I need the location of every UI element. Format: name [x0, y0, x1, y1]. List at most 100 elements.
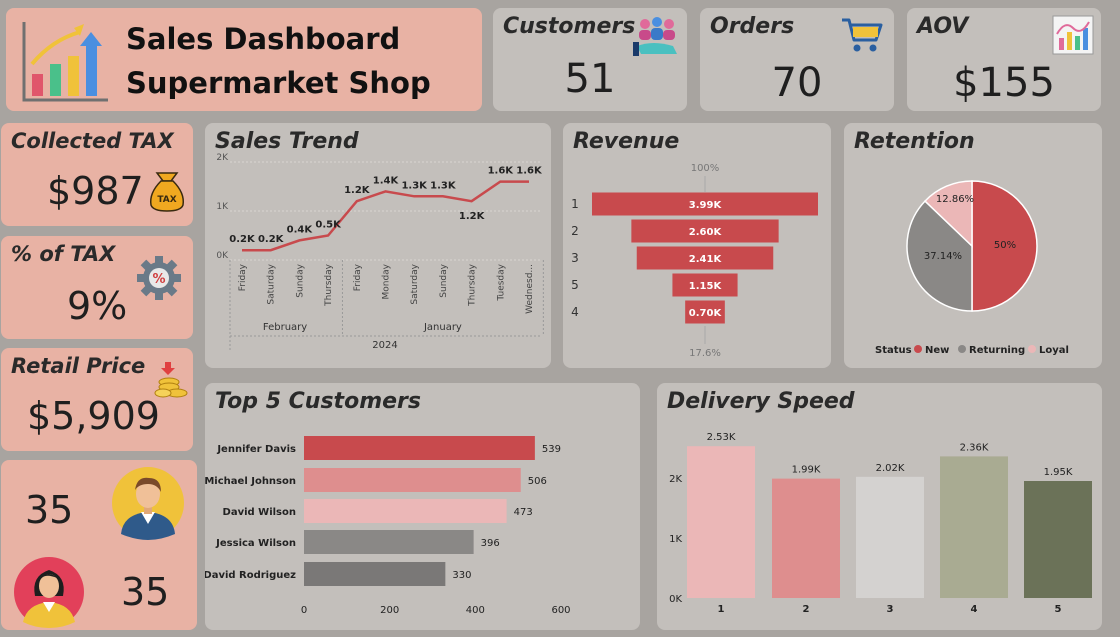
trend-x-tick: Tuesday	[496, 263, 506, 301]
trend-data-label: 0.4K	[287, 224, 314, 235]
delivery-bar	[856, 476, 924, 598]
orders-value: 70	[771, 60, 823, 106]
retail-price-card: Retail Price $5,909	[1, 348, 193, 451]
funnel-category-label: 4	[571, 305, 579, 319]
header-card: Sales Dashboard Supermarket Shop	[6, 8, 482, 111]
delivery-bar	[687, 446, 755, 598]
trend-data-label: 1.2K	[344, 185, 371, 196]
trend-y-tick: 0K	[216, 251, 229, 261]
pie-slice	[971, 180, 1038, 312]
customer-bar	[304, 499, 507, 523]
collected-tax-label: Collected TAX	[11, 129, 174, 153]
trend-data-label: 0.2K	[258, 234, 285, 245]
delivery-speed-title: Delivery Speed	[667, 389, 855, 414]
customer-bar	[304, 436, 535, 460]
trend-data-label: 0.2K	[229, 234, 256, 245]
funnel-bar	[672, 273, 738, 297]
trend-x-tick: Thursday	[324, 263, 334, 307]
pie-legend-title: Status	[875, 345, 912, 356]
trend-y-tick: 2K	[216, 153, 229, 163]
customers-card: Customers 51	[493, 8, 687, 111]
delivery-x-tick: 4	[971, 604, 978, 615]
trend-x-super-label: 2024	[372, 340, 397, 351]
trend-series-line	[242, 180, 529, 252]
coins-icon	[154, 362, 188, 398]
retention-pie-chart: 50% 37.14% 12.86% Status New Returning Loyal	[875, 180, 1069, 356]
trend-data-label: 1.6K	[488, 166, 515, 177]
retention-card: Retention 50% 37.14% 12.86% Status New Return…	[844, 123, 1102, 368]
analytics-chart-icon	[1052, 15, 1094, 55]
funnel-data-label: 3.99K	[689, 200, 723, 211]
aov-card: AOV $155	[907, 8, 1101, 111]
pie-data-label: 50%	[994, 240, 1016, 251]
delivery-x-tick: 5	[1055, 604, 1062, 615]
customer-value-label: 330	[452, 570, 471, 581]
customer-x-tick: 600	[551, 605, 570, 616]
male-count: 35	[25, 488, 74, 532]
trend-x-tick: Saturday	[410, 263, 420, 304]
funnel-data-label: 2.60K	[689, 227, 723, 238]
pie-legend-label: New	[925, 345, 949, 356]
retail-price-label: Retail Price	[11, 354, 146, 378]
customer-value-label: 473	[514, 507, 533, 518]
funnel-category-label: 5	[571, 278, 579, 292]
tax-bag-icon: TAX	[149, 172, 185, 212]
customer-bar	[304, 562, 446, 586]
revenue-card: Revenue 100% 3.99K 1 2.60K 2 2.41K 3 1.15K 5 0.70…	[563, 123, 831, 368]
trend-x-tick: Wednesd...	[525, 264, 535, 314]
bar-chart-logo-icon	[22, 22, 108, 102]
tax-icon-text: TAX	[157, 195, 176, 205]
aov-value: $155	[953, 60, 1055, 106]
trend-data-label: 1.6K	[516, 166, 543, 177]
customer-value-label: 539	[542, 444, 561, 455]
delivery-data-label: 2.36K	[960, 442, 989, 453]
funnel-category-label: 1	[571, 197, 579, 211]
customer-x-tick: 400	[466, 605, 485, 616]
top-customers-card: Top 5 Customers 539 Jennifer Davis 506 Mich…	[205, 383, 640, 630]
orders-card: Orders 70	[700, 8, 894, 111]
revenue-funnel-chart: 100% 3.99K 1 2.60K 2 2.41K 3 1.15K 5 0.70K 4 17.6%	[571, 163, 818, 359]
trend-x-group-label: January	[423, 322, 462, 333]
collected-tax-card: Collected TAX $987 TAX	[1, 123, 193, 226]
gear-percent-icon: %	[137, 256, 181, 300]
funnel-bar	[592, 192, 818, 216]
delivery-speed-card: Delivery Speed 0K 1K 2K 2.53K 1 1.99K 2 2.02K 3 2…	[657, 383, 1102, 630]
funnel-bar	[631, 219, 779, 243]
aov-label: AOV	[917, 14, 969, 39]
delivery-x-tick: 2	[803, 604, 810, 615]
customer-name-label: Jessica Wilson	[215, 538, 296, 549]
trend-y-tick: 1K	[216, 202, 229, 212]
orders-label: Orders	[710, 14, 795, 39]
delivery-data-label: 2.53K	[707, 432, 736, 443]
trend-x-tick: Monday	[382, 263, 392, 299]
delivery-x-tick: 1	[718, 604, 725, 615]
customers-value: 51	[564, 56, 616, 102]
retail-price-value: $5,909	[27, 394, 160, 438]
trend-x-tick: Thursday	[468, 263, 478, 307]
sales-trend-title: Sales Trend	[215, 129, 359, 154]
trend-x-tick: Friday	[353, 263, 363, 291]
trend-x-tick: Sunday	[439, 263, 449, 297]
male-avatar-icon	[112, 467, 184, 540]
sales-trend-card: Sales Trend 0K 1K 2K 0.2K 0.2K 0.4K 0.5K 1.2K 1.…	[205, 123, 551, 368]
top-customers-title: Top 5 Customers	[215, 389, 421, 414]
shopping-cart-icon	[842, 18, 883, 52]
customer-name-label: David Wilson	[223, 507, 296, 518]
trend-x-tick: Friday	[238, 263, 248, 291]
pie-data-label: 37.14%	[924, 251, 962, 262]
customer-name-label: Jennifer Davis	[216, 444, 296, 455]
trend-data-label: 1.2K	[459, 211, 486, 222]
pie-legend-marker	[958, 345, 966, 353]
funnel-data-label: 0.70K	[689, 308, 723, 319]
trend-data-label: 1.3K	[401, 180, 428, 191]
delivery-bar	[1024, 481, 1092, 598]
delivery-speed-chart: 0K 1K 2K 2.53K 1 1.99K 2 2.02K 3 2.36K 4 1.95K 5	[669, 432, 1092, 615]
funnel-data-label: 1.15K	[689, 281, 723, 292]
svg-text:%: %	[152, 272, 165, 287]
trend-data-label: 1.4K	[373, 175, 400, 186]
dashboard-title-line1: Sales Dashboard	[126, 22, 401, 56]
delivery-data-label: 1.99K	[792, 465, 821, 476]
revenue-title: Revenue	[573, 129, 680, 154]
customer-bar	[304, 530, 474, 554]
